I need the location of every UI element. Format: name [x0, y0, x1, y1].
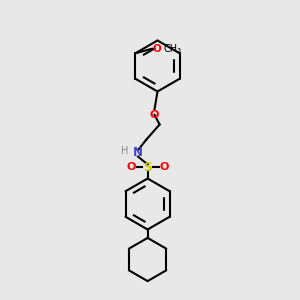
Text: S: S: [143, 161, 152, 174]
Text: N: N: [133, 146, 143, 160]
Text: O: O: [152, 44, 161, 54]
Text: O: O: [150, 110, 159, 120]
Text: O: O: [159, 162, 169, 172]
Text: H: H: [121, 146, 128, 157]
Text: O: O: [126, 162, 136, 172]
Text: CH₃: CH₃: [163, 44, 182, 54]
